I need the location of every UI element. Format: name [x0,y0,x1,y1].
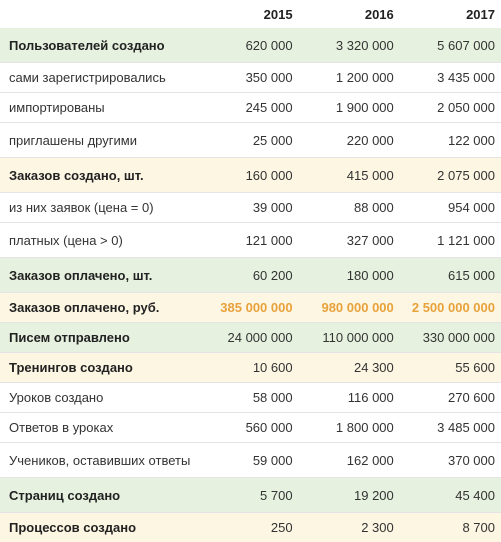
cell-value: 180 000 [299,258,400,293]
row-label: из них заявок (цена = 0) [0,193,197,223]
cell-value: 615 000 [400,258,501,293]
table-row: приглашены другими 25 000 220 000 122 00… [0,123,501,158]
row-label: приглашены другими [0,123,197,158]
table-row: Процессов создано 250 2 300 8 700 [0,513,501,542]
year-header: 2015 [197,1,298,28]
cell-value: 954 000 [400,193,501,223]
table-row: Пользователей создано 620 000 3 320 000 … [0,28,501,63]
cell-value: 88 000 [299,193,400,223]
row-label: Ответов в уроках [0,413,197,443]
cell-value: 980 000 000 [299,293,400,323]
table-row: Тренингов создано 10 600 24 300 55 600 [0,353,501,383]
table-row: Ответов в уроках 560 000 1 800 000 3 485… [0,413,501,443]
row-label: Заказов создано, шт. [0,158,197,193]
cell-value: 24 000 000 [197,323,298,353]
cell-value: 39 000 [197,193,298,223]
table-row: Уроков создано 58 000 116 000 270 600 [0,383,501,413]
header-empty [0,1,197,28]
cell-value: 270 600 [400,383,501,413]
row-label: Заказов оплачено, руб. [0,293,197,323]
cell-value: 330 000 000 [400,323,501,353]
cell-value: 220 000 [299,123,400,158]
cell-value: 59 000 [197,443,298,478]
cell-value: 58 000 [197,383,298,413]
table-row: Заказов оплачено, шт. 60 200 180 000 615… [0,258,501,293]
cell-value: 3 435 000 [400,63,501,93]
cell-value: 350 000 [197,63,298,93]
cell-value: 55 600 [400,353,501,383]
row-label: Процессов создано [0,513,197,542]
table-row: импортированы 245 000 1 900 000 2 050 00… [0,93,501,123]
table-row: Страниц создано 5 700 19 200 45 400 [0,478,501,513]
table-row: Писем отправлено 24 000 000 110 000 000 … [0,323,501,353]
cell-value: 60 200 [197,258,298,293]
cell-value: 121 000 [197,223,298,258]
row-label: Страниц создано [0,478,197,513]
year-header: 2016 [299,1,400,28]
cell-value: 385 000 000 [197,293,298,323]
cell-value: 8 700 [400,513,501,542]
row-label: Уроков создано [0,383,197,413]
cell-value: 5 607 000 [400,28,501,63]
cell-value: 1 121 000 [400,223,501,258]
cell-value: 3 485 000 [400,413,501,443]
cell-value: 10 600 [197,353,298,383]
cell-value: 250 [197,513,298,542]
cell-value: 110 000 000 [299,323,400,353]
header-row: 2015 2016 2017 [0,1,501,28]
cell-value: 24 300 [299,353,400,383]
cell-value: 245 000 [197,93,298,123]
table-row: сами зарегистрировались 350 000 1 200 00… [0,63,501,93]
row-label: Писем отправлено [0,323,197,353]
cell-value: 160 000 [197,158,298,193]
table-row: платных (цена > 0) 121 000 327 000 1 121… [0,223,501,258]
cell-value: 2 075 000 [400,158,501,193]
row-label: импортированы [0,93,197,123]
cell-value: 327 000 [299,223,400,258]
table-row: из них заявок (цена = 0) 39 000 88 000 9… [0,193,501,223]
cell-value: 116 000 [299,383,400,413]
row-label: платных (цена > 0) [0,223,197,258]
cell-value: 370 000 [400,443,501,478]
row-label: Пользователей создано [0,28,197,63]
row-label: Заказов оплачено, шт. [0,258,197,293]
cell-value: 45 400 [400,478,501,513]
table-row: Заказов оплачено, руб. 385 000 000 980 0… [0,293,501,323]
row-label: Тренингов создано [0,353,197,383]
cell-value: 122 000 [400,123,501,158]
cell-value: 2 050 000 [400,93,501,123]
cell-value: 620 000 [197,28,298,63]
cell-value: 25 000 [197,123,298,158]
cell-value: 1 200 000 [299,63,400,93]
cell-value: 2 500 000 000 [400,293,501,323]
year-header: 2017 [400,1,501,28]
cell-value: 1 800 000 [299,413,400,443]
cell-value: 560 000 [197,413,298,443]
cell-value: 3 320 000 [299,28,400,63]
cell-value: 2 300 [299,513,400,542]
cell-value: 5 700 [197,478,298,513]
row-label: Учеников, оставивших ответы [0,443,197,478]
cell-value: 1 900 000 [299,93,400,123]
cell-value: 162 000 [299,443,400,478]
table-row: Учеников, оставивших ответы 59 000 162 0… [0,443,501,478]
row-label: сами зарегистрировались [0,63,197,93]
table-row: Заказов создано, шт. 160 000 415 000 2 0… [0,158,501,193]
cell-value: 415 000 [299,158,400,193]
cell-value: 19 200 [299,478,400,513]
